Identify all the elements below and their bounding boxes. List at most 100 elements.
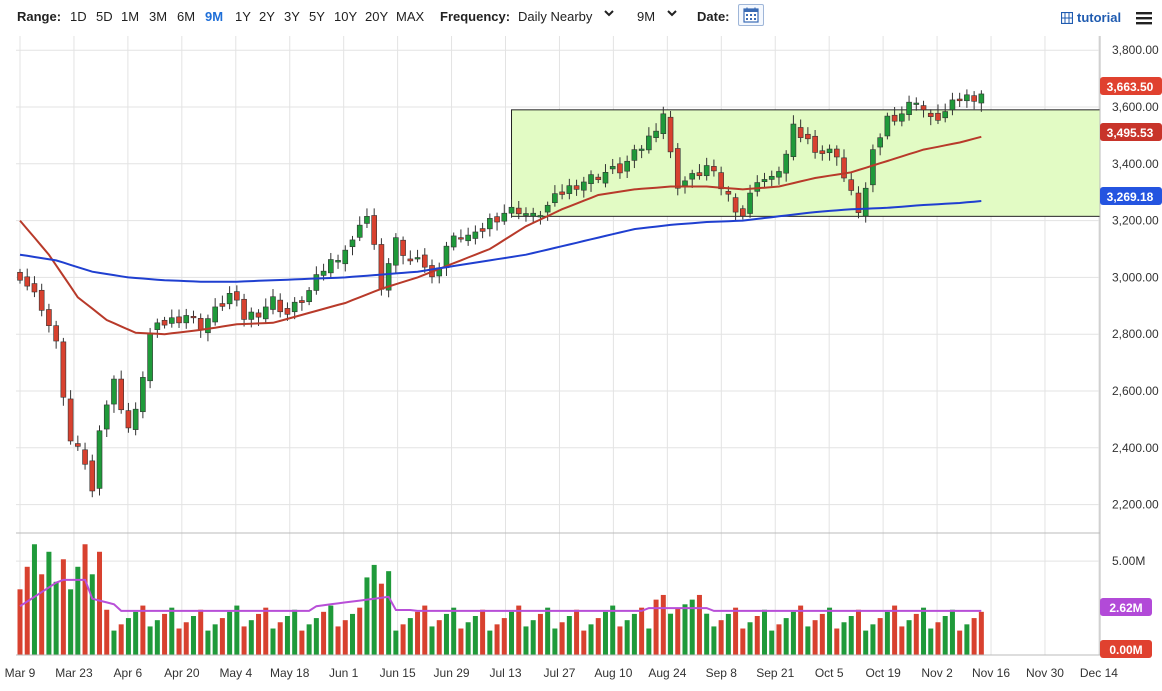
volume-bar bbox=[24, 566, 30, 655]
volume-bar bbox=[848, 616, 854, 655]
candle bbox=[96, 425, 103, 496]
candle bbox=[761, 172, 768, 188]
range-20y-button[interactable]: 20Y bbox=[365, 9, 389, 24]
volume-bar bbox=[928, 628, 934, 655]
candle bbox=[262, 298, 269, 323]
date-tick-label: Dec 14 bbox=[1080, 666, 1118, 680]
range-1y-button[interactable]: 1Y bbox=[235, 9, 251, 24]
range-5y-button[interactable]: 5Y bbox=[309, 9, 325, 24]
candle bbox=[335, 254, 341, 269]
candle bbox=[212, 298, 218, 326]
range-1m-button[interactable]: 1M bbox=[121, 9, 140, 24]
candle bbox=[371, 208, 377, 250]
price-tick-label: 2,800.00 bbox=[1112, 327, 1159, 341]
candle bbox=[118, 370, 124, 414]
volume-bar bbox=[805, 626, 811, 655]
last-value-badges: 3,663.50 3,495.53 3,269.18 2.62M 0.00M bbox=[1100, 77, 1162, 658]
volume-bar bbox=[104, 609, 110, 655]
volume-bar bbox=[552, 628, 558, 655]
candle bbox=[848, 172, 855, 196]
candle bbox=[689, 169, 696, 188]
price-tick-label: 3,200.00 bbox=[1112, 214, 1159, 228]
candle bbox=[161, 316, 168, 329]
volume-bar bbox=[624, 620, 630, 655]
range-5d-button[interactable]: 5D bbox=[96, 9, 113, 24]
volume-bar bbox=[653, 599, 659, 655]
volume-bar bbox=[892, 605, 898, 655]
candle bbox=[226, 286, 233, 310]
volume-bar bbox=[733, 607, 739, 655]
volume-bar bbox=[610, 605, 616, 655]
price-tick-label: 3,800.00 bbox=[1112, 43, 1159, 57]
candle bbox=[653, 123, 659, 143]
range-3m-button[interactable]: 3M bbox=[149, 9, 168, 24]
volume-bar bbox=[183, 622, 189, 655]
volume-bar bbox=[863, 630, 869, 655]
candle bbox=[349, 235, 356, 256]
range-10y-button[interactable]: 10Y bbox=[334, 9, 358, 24]
date-tick-label: May 4 bbox=[219, 666, 252, 680]
candle bbox=[306, 287, 312, 306]
consolidation-range-box bbox=[511, 109, 1101, 217]
date-picker-button[interactable] bbox=[738, 4, 764, 26]
candle bbox=[479, 222, 486, 239]
volume-bar bbox=[942, 616, 948, 655]
menu-icon[interactable] bbox=[1135, 10, 1153, 26]
frequency-select[interactable]: Daily Nearby bbox=[518, 9, 593, 24]
candle bbox=[638, 145, 645, 159]
volume-bar bbox=[617, 626, 623, 655]
candle bbox=[566, 178, 573, 200]
candle bbox=[899, 106, 905, 127]
date-tick-label: Mar 9 bbox=[5, 666, 36, 680]
date-tick-label: Jul 27 bbox=[543, 666, 575, 680]
candle bbox=[241, 293, 247, 327]
range-2y-button[interactable]: 2Y bbox=[259, 9, 275, 24]
price-tick-label: 2,400.00 bbox=[1112, 441, 1159, 455]
range-1d-button[interactable]: 1D bbox=[70, 9, 87, 24]
candle bbox=[783, 150, 789, 182]
volume-bar bbox=[169, 607, 175, 655]
range-max-button[interactable]: MAX bbox=[396, 9, 425, 24]
candle bbox=[797, 119, 804, 143]
candle bbox=[631, 144, 638, 169]
candle bbox=[508, 199, 515, 218]
volume-bar bbox=[855, 609, 861, 655]
chevron-down-icon[interactable] bbox=[667, 8, 677, 18]
volume-bar bbox=[263, 607, 269, 655]
volume-bar bbox=[227, 611, 233, 655]
price-last-badge: 3,663.50 bbox=[1100, 77, 1162, 95]
candle bbox=[942, 103, 949, 123]
grid bbox=[16, 36, 1100, 655]
candle bbox=[132, 402, 139, 436]
svg-text:0.00M: 0.00M bbox=[1109, 643, 1142, 657]
volume-bar bbox=[234, 605, 240, 655]
date-tick-label: Jun 1 bbox=[329, 666, 359, 680]
date-tick-label: Mar 23 bbox=[55, 666, 93, 680]
candle bbox=[356, 216, 363, 242]
candle bbox=[407, 250, 414, 265]
tutorial-icon[interactable] bbox=[1061, 12, 1073, 24]
candle bbox=[140, 371, 146, 419]
volume-bar bbox=[46, 551, 52, 655]
volume-bar bbox=[689, 599, 695, 655]
svg-text:3,663.50: 3,663.50 bbox=[1107, 80, 1154, 94]
volume-bar bbox=[400, 624, 406, 655]
frequency-label: Frequency: bbox=[440, 9, 511, 24]
tutorial-link[interactable]: tutorial bbox=[1077, 10, 1122, 25]
volume-bar bbox=[306, 624, 312, 655]
range-3y-button[interactable]: 3Y bbox=[284, 9, 300, 24]
range-9m-button[interactable]: 9M bbox=[205, 9, 224, 24]
volume-bar bbox=[884, 611, 890, 655]
period-select[interactable]: 9M bbox=[637, 9, 656, 24]
volume-bar bbox=[646, 628, 652, 655]
volume-bar bbox=[740, 628, 746, 655]
candle bbox=[891, 107, 898, 126]
chevron-down-icon[interactable] bbox=[604, 8, 614, 18]
candle bbox=[385, 258, 392, 298]
date-tick-label: Sep 8 bbox=[706, 666, 738, 680]
candle bbox=[17, 268, 23, 284]
candle bbox=[956, 92, 963, 107]
range-6m-button[interactable]: 6M bbox=[177, 9, 196, 24]
volume-bar bbox=[480, 609, 486, 655]
candle bbox=[523, 207, 529, 222]
